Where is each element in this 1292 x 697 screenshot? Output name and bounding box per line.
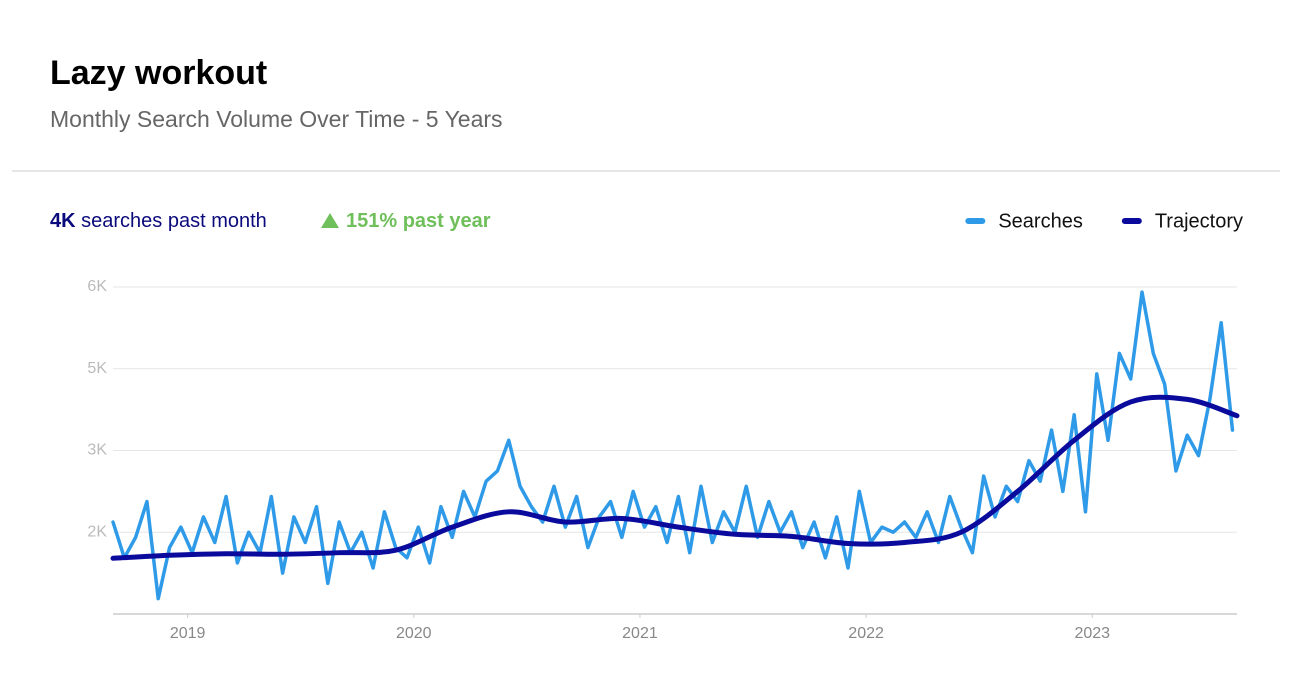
x-tick-label: 2022 <box>848 625 884 642</box>
y-tick-label: 2K <box>87 523 107 540</box>
y-tick-label: 3K <box>87 442 107 459</box>
x-tick-label: 2020 <box>396 625 432 642</box>
series-line <box>110 394 1240 561</box>
month-value: 4K <box>50 210 76 232</box>
month-stat: 4K searches past month <box>50 210 267 232</box>
series-line <box>111 290 1235 601</box>
legend-label: Trajectory <box>1155 210 1243 232</box>
year-stat: 151% past year <box>346 210 491 232</box>
x-tick-label: 2019 <box>170 625 206 642</box>
up-arrow <box>321 213 339 228</box>
legend-label: Searches <box>998 210 1083 232</box>
subtitle: Monthly Search Volume Over Time - 5 Year… <box>50 106 503 132</box>
y-tick-label: 5K <box>87 360 107 377</box>
year-text: past year <box>403 210 491 232</box>
month-text: searches past month <box>81 210 267 232</box>
y-tick-label: 6K <box>87 278 107 295</box>
year-value: 151% <box>346 210 397 232</box>
x-tick-label: 2023 <box>1074 625 1110 642</box>
x-tick-label: 2021 <box>622 625 658 642</box>
title: Lazy workout <box>50 54 267 92</box>
